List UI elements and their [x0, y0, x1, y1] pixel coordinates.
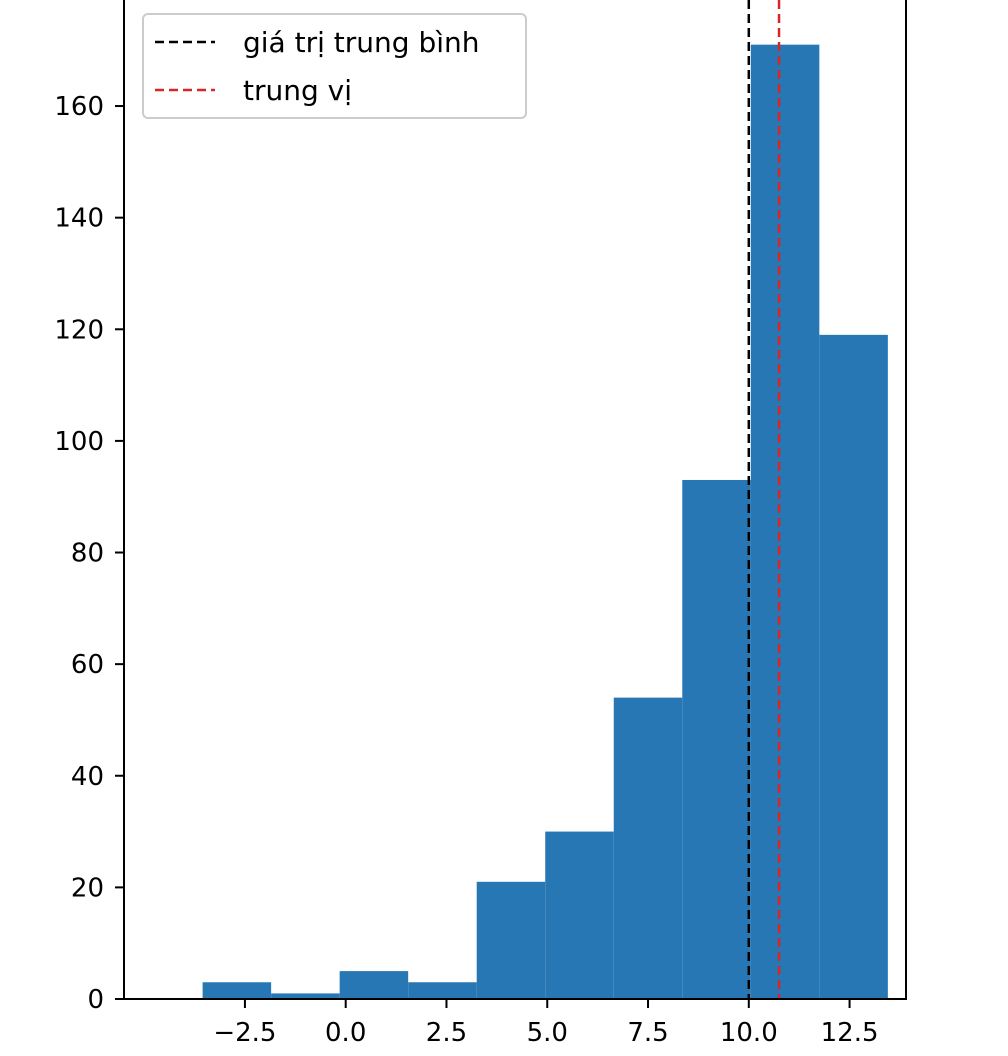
histogram-bar-7 — [682, 479, 751, 999]
histogram-bar-3 — [408, 982, 477, 999]
y-axis-ticks: 0 20 40 60 80 100 120 140 160 — [54, 92, 124, 1015]
legend: giá trị trung bình trung vị — [142, 13, 527, 119]
y-tick-label: 100 — [54, 427, 104, 457]
x-tick-label: 10.0 — [720, 1018, 778, 1048]
histogram-bar-4 — [476, 881, 546, 999]
histogram-bar-2 — [339, 971, 409, 999]
x-tick-label: 5.0 — [527, 1018, 568, 1048]
legend-label-median: trung vị — [243, 74, 352, 107]
x-axis-ticks: −2.5 0.0 2.5 5.0 7.5 10.0 12.5 — [213, 999, 879, 1048]
y-tick-label: 80 — [71, 539, 104, 569]
y-tick-label: 160 — [54, 92, 104, 122]
x-tick-label: −2.5 — [213, 1018, 276, 1048]
histogram-bar-5 — [545, 831, 614, 999]
histogram-bar-6 — [613, 697, 683, 999]
y-tick-label: 0 — [87, 985, 104, 1015]
plot-area-frame — [123, 0, 907, 1000]
histogram-bar-9 — [819, 334, 888, 999]
x-tick-label: 2.5 — [426, 1018, 467, 1048]
y-tick-label: 60 — [71, 650, 104, 680]
x-tick-label: 0.0 — [325, 1018, 366, 1048]
y-tick-label: 40 — [71, 762, 104, 792]
y-tick-label: 120 — [54, 315, 104, 345]
histogram-bar-0 — [202, 982, 272, 999]
legend-box — [142, 13, 527, 119]
y-tick-label: 20 — [71, 873, 104, 903]
x-tick-label: 7.5 — [627, 1018, 668, 1048]
legend-label-mean: giá trị trung bình — [243, 26, 479, 59]
y-tick-label: 140 — [54, 204, 104, 234]
bars-layer — [202, 44, 888, 999]
histogram-bar-1 — [271, 993, 340, 999]
histogram-bar-8 — [750, 44, 820, 999]
x-tick-label: 12.5 — [821, 1018, 879, 1048]
reference-lines-layer — [747, 0, 781, 999]
